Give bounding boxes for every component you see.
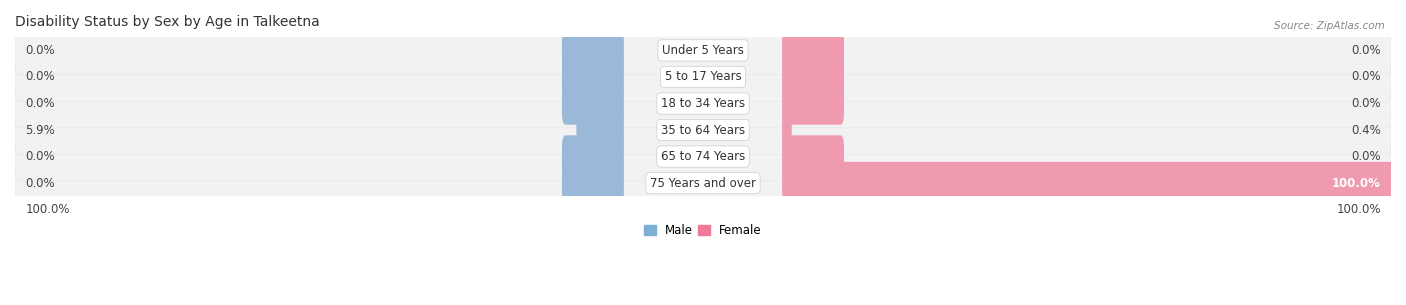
FancyBboxPatch shape: [562, 162, 624, 204]
FancyBboxPatch shape: [15, 132, 1391, 181]
Legend: Male, Female: Male, Female: [640, 219, 766, 241]
Text: 0.0%: 0.0%: [25, 70, 55, 84]
Text: 65 to 74 Years: 65 to 74 Years: [661, 150, 745, 163]
Text: Source: ZipAtlas.com: Source: ZipAtlas.com: [1274, 21, 1385, 31]
FancyBboxPatch shape: [15, 159, 1391, 207]
Text: 0.0%: 0.0%: [1351, 70, 1381, 84]
FancyBboxPatch shape: [562, 82, 624, 125]
Text: 100.0%: 100.0%: [1331, 177, 1381, 190]
Text: 0.0%: 0.0%: [25, 97, 55, 110]
Text: 0.4%: 0.4%: [1351, 124, 1381, 137]
Text: 100.0%: 100.0%: [1336, 203, 1381, 216]
Text: 0.0%: 0.0%: [25, 44, 55, 57]
Text: 35 to 64 Years: 35 to 64 Years: [661, 124, 745, 137]
FancyBboxPatch shape: [562, 135, 624, 178]
Text: 0.0%: 0.0%: [25, 150, 55, 163]
FancyBboxPatch shape: [782, 109, 792, 151]
Text: 0.0%: 0.0%: [25, 177, 55, 190]
Text: Disability Status by Sex by Age in Talkeetna: Disability Status by Sex by Age in Talke…: [15, 15, 319, 29]
FancyBboxPatch shape: [562, 29, 624, 72]
FancyBboxPatch shape: [15, 106, 1391, 154]
Text: 0.0%: 0.0%: [1351, 150, 1381, 163]
Text: 18 to 34 Years: 18 to 34 Years: [661, 97, 745, 110]
Text: 100.0%: 100.0%: [25, 203, 70, 216]
Text: 5 to 17 Years: 5 to 17 Years: [665, 70, 741, 84]
FancyBboxPatch shape: [782, 56, 844, 98]
FancyBboxPatch shape: [562, 56, 624, 98]
Text: 75 Years and over: 75 Years and over: [650, 177, 756, 190]
FancyBboxPatch shape: [782, 82, 844, 125]
FancyBboxPatch shape: [782, 162, 1406, 204]
Text: 0.0%: 0.0%: [1351, 44, 1381, 57]
Text: 0.0%: 0.0%: [1351, 97, 1381, 110]
Text: Under 5 Years: Under 5 Years: [662, 44, 744, 57]
FancyBboxPatch shape: [15, 79, 1391, 128]
FancyBboxPatch shape: [782, 29, 844, 72]
FancyBboxPatch shape: [782, 135, 844, 178]
FancyBboxPatch shape: [15, 52, 1391, 101]
Text: 5.9%: 5.9%: [25, 124, 55, 137]
FancyBboxPatch shape: [15, 26, 1391, 75]
FancyBboxPatch shape: [576, 109, 624, 151]
